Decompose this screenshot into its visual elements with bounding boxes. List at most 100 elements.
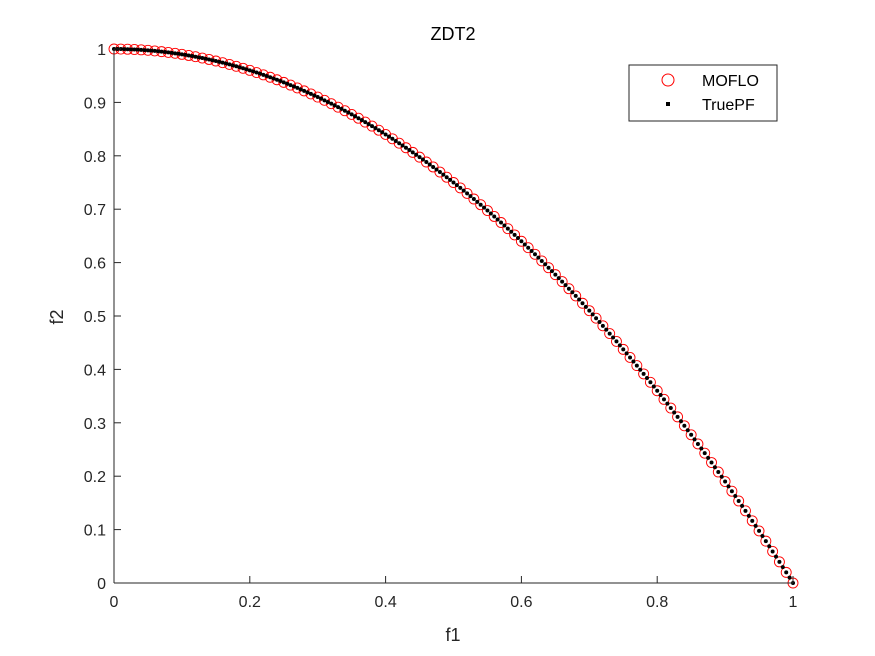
truepf-point — [159, 49, 164, 54]
truepf-point — [614, 339, 619, 344]
moflo-point — [672, 411, 684, 423]
moflo-point — [475, 199, 487, 211]
legend-marker-moflo — [661, 73, 675, 87]
truepf-point — [458, 185, 463, 190]
truepf-point — [281, 80, 286, 85]
truepf-point — [217, 59, 222, 64]
truepf-point — [583, 304, 588, 309]
truepf-point — [712, 465, 717, 470]
truepf-point — [373, 126, 378, 131]
truepf-point — [271, 76, 276, 81]
legend-marker-truepf — [666, 102, 670, 106]
moflo-point — [271, 74, 283, 86]
truepf-point — [234, 64, 239, 69]
truepf-point — [634, 363, 639, 368]
truepf-point — [257, 71, 262, 76]
truepf-point — [743, 508, 748, 513]
truepf-point — [363, 120, 368, 125]
truepf-point — [709, 460, 714, 465]
truepf-point — [278, 79, 283, 84]
truepf-point — [733, 494, 738, 499]
truepf-point — [461, 188, 466, 193]
moflo-point — [359, 116, 371, 128]
truepf-point — [678, 419, 683, 424]
moflo-point — [563, 283, 575, 295]
truepf-point — [149, 48, 154, 53]
truepf-point — [784, 570, 789, 575]
moflo-point — [665, 402, 677, 414]
truepf-point — [529, 248, 534, 253]
truepf-point — [434, 167, 439, 172]
truepf-point — [139, 47, 144, 52]
truepf-point — [624, 351, 629, 356]
moflo-point — [604, 328, 616, 340]
truepf-point — [543, 262, 548, 267]
truepf-point — [774, 554, 779, 559]
truepf-point — [763, 539, 768, 544]
truepf-point — [600, 323, 605, 328]
truepf-point — [169, 50, 174, 55]
truepf-point — [706, 455, 711, 460]
truepf-point — [122, 47, 127, 52]
truepf-point — [441, 172, 446, 177]
truepf-point — [682, 423, 687, 428]
truepf-point — [573, 293, 578, 298]
moflo-point — [746, 515, 758, 527]
truepf-point — [716, 469, 721, 474]
truepf-point — [757, 528, 762, 533]
truepf-point — [410, 150, 415, 155]
moflo-point — [264, 71, 276, 83]
truepf-point — [631, 359, 636, 364]
truepf-point — [349, 112, 354, 117]
truepf-point — [495, 217, 500, 222]
truepf-point — [376, 128, 381, 133]
y-axis-label: f2 — [47, 309, 67, 324]
x-axis-label: f1 — [445, 625, 460, 645]
y-tick-label: 0.5 — [84, 309, 106, 326]
truepf-point — [200, 56, 205, 61]
moflo-point — [488, 211, 500, 222]
truepf-point — [302, 88, 307, 93]
truepf-point — [454, 183, 459, 188]
truepf-point — [261, 72, 266, 77]
truepf-point — [621, 347, 626, 352]
truepf-point — [611, 335, 616, 340]
moflo-point — [753, 525, 765, 537]
truepf-point — [427, 162, 432, 167]
truepf-point — [305, 90, 310, 95]
y-tick-label: 1 — [97, 42, 106, 59]
legend-box — [628, 64, 778, 122]
truepf-point — [356, 116, 361, 121]
truepf-point — [448, 177, 453, 182]
truepf-point — [471, 197, 476, 201]
moflo-point — [597, 320, 609, 332]
moflo-point — [767, 545, 779, 557]
truepf-point — [186, 53, 191, 58]
moflo-point — [509, 229, 521, 241]
truepf-point — [780, 565, 785, 570]
truepf-point — [132, 47, 137, 52]
y-tick-label: 0.7 — [84, 202, 106, 219]
truepf-point — [224, 61, 229, 66]
truepf-point — [553, 272, 558, 277]
truepf-point — [499, 220, 504, 225]
truepf-point — [407, 148, 412, 153]
truepf-point — [128, 47, 133, 52]
truepf-point — [176, 51, 181, 56]
moflo-point — [298, 85, 310, 97]
moflo-point — [461, 187, 473, 199]
truepf-point — [675, 414, 680, 419]
truepf-point — [740, 503, 745, 508]
truepf-point — [315, 95, 320, 100]
truepf-point — [298, 87, 303, 92]
truepf-point — [203, 56, 208, 61]
truepf-point — [390, 136, 395, 141]
truepf-point — [556, 276, 561, 281]
truepf-point — [370, 124, 375, 129]
truepf-point — [420, 157, 425, 162]
truepf-point — [546, 265, 551, 270]
truepf-point — [488, 211, 493, 216]
truepf-point — [526, 245, 531, 250]
truepf-point — [346, 110, 351, 115]
moflo-point — [773, 556, 785, 568]
